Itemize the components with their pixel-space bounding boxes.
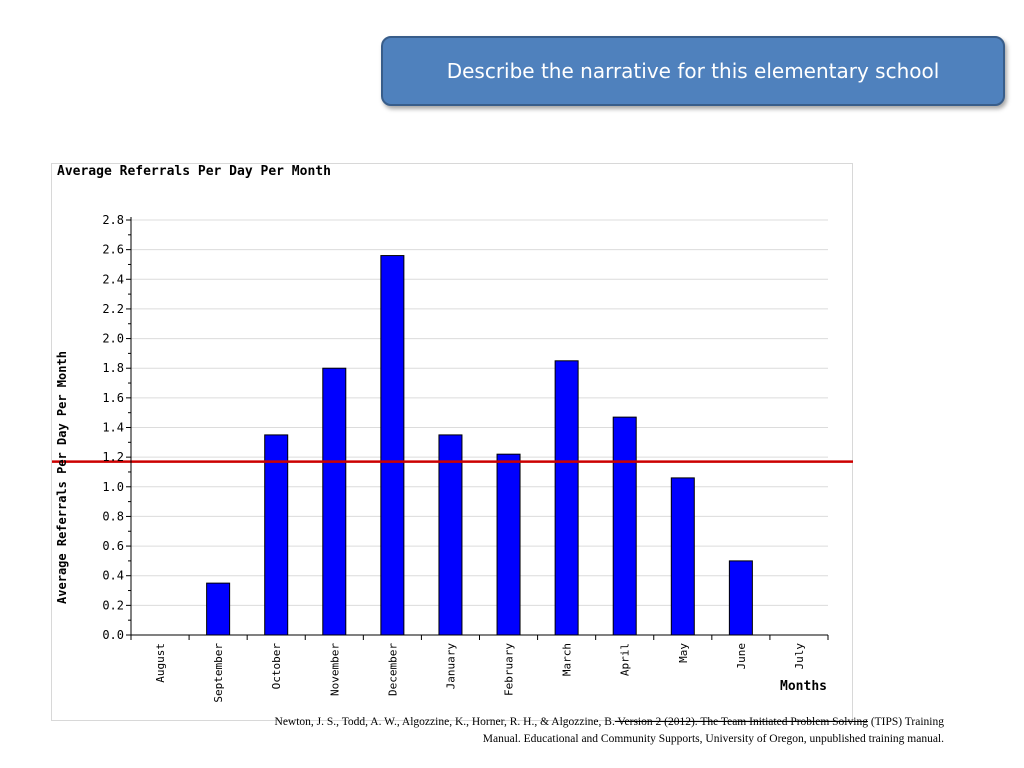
y-tick-label: 1.8 (102, 361, 124, 375)
bar-october (264, 434, 289, 636)
bar-november (322, 367, 347, 636)
bar-february (496, 453, 521, 636)
y-axis-label: Average Referrals Per Day Per Month (55, 351, 69, 604)
citation-line-1: Newton, J. S., Todd, A. W., Algozzine, K… (44, 714, 944, 731)
y-tick-label: 0.0 (102, 628, 124, 642)
x-tick-label: July (793, 643, 806, 670)
citation-line-2: Manual. Educational and Community Suppor… (482, 733, 944, 745)
y-tick-label: 1.2 (102, 450, 124, 464)
x-tick-label: March (561, 643, 574, 676)
bar-june (728, 560, 753, 636)
bar-chart-svg: Average Referrals Per Day Per Month 0.0 0… (51, 163, 853, 721)
y-tick-label: 2.4 (102, 272, 124, 286)
y-tick-label: 0.4 (102, 569, 124, 583)
y-tick-label: 2.8 (102, 213, 124, 227)
x-tick-label: December (386, 643, 399, 696)
y-tick-label: 2.0 (102, 332, 124, 346)
x-tick-label: April (619, 643, 632, 676)
citation-title-end: (TIPS) Training (867, 716, 944, 728)
bar-april (612, 416, 637, 636)
citation-authors: Newton, J. S., Todd, A. W., Algozzine, K… (274, 716, 615, 728)
y-tick-label: 0.6 (102, 539, 124, 553)
referrals-chart: Average Referrals Per Day Per Month 0.0 0… (51, 163, 853, 721)
bar-march (554, 360, 579, 636)
y-tick-label: 2.2 (102, 302, 124, 316)
y-tick-label: 1.6 (102, 391, 124, 405)
y-tick-label: 2.6 (102, 243, 124, 257)
y-tick-label: 1.4 (102, 421, 124, 435)
bar-december (380, 255, 405, 636)
prompt-callout-text: Describe the narrative for this elementa… (446, 59, 940, 83)
x-tick-label: May (677, 643, 690, 663)
y-tick-label: 0.8 (102, 509, 124, 523)
x-tick-label: June (735, 643, 748, 670)
x-tick-label: October (270, 643, 283, 690)
x-tick-label: September (212, 643, 225, 703)
x-tick-label: February (503, 643, 516, 696)
prompt-callout-box: Describe the narrative for this elementa… (381, 36, 1005, 106)
x-tick-label: January (444, 643, 457, 690)
y-tick-label: 0.2 (102, 598, 124, 612)
citation-struck-text: Version 2 (2012). The Team Initiated Pro… (614, 716, 868, 728)
x-axis-label: Months (780, 679, 827, 694)
bar-may (670, 477, 695, 636)
y-tick-label: 1.0 (102, 480, 124, 494)
chart-title: Average Referrals Per Day Per Month (57, 164, 331, 179)
bar-september (206, 582, 231, 636)
x-tick-label: November (328, 643, 341, 696)
source-citation: Newton, J. S., Todd, A. W., Algozzine, K… (44, 714, 944, 748)
bar-january (438, 434, 463, 636)
x-tick-label: August (154, 643, 167, 683)
